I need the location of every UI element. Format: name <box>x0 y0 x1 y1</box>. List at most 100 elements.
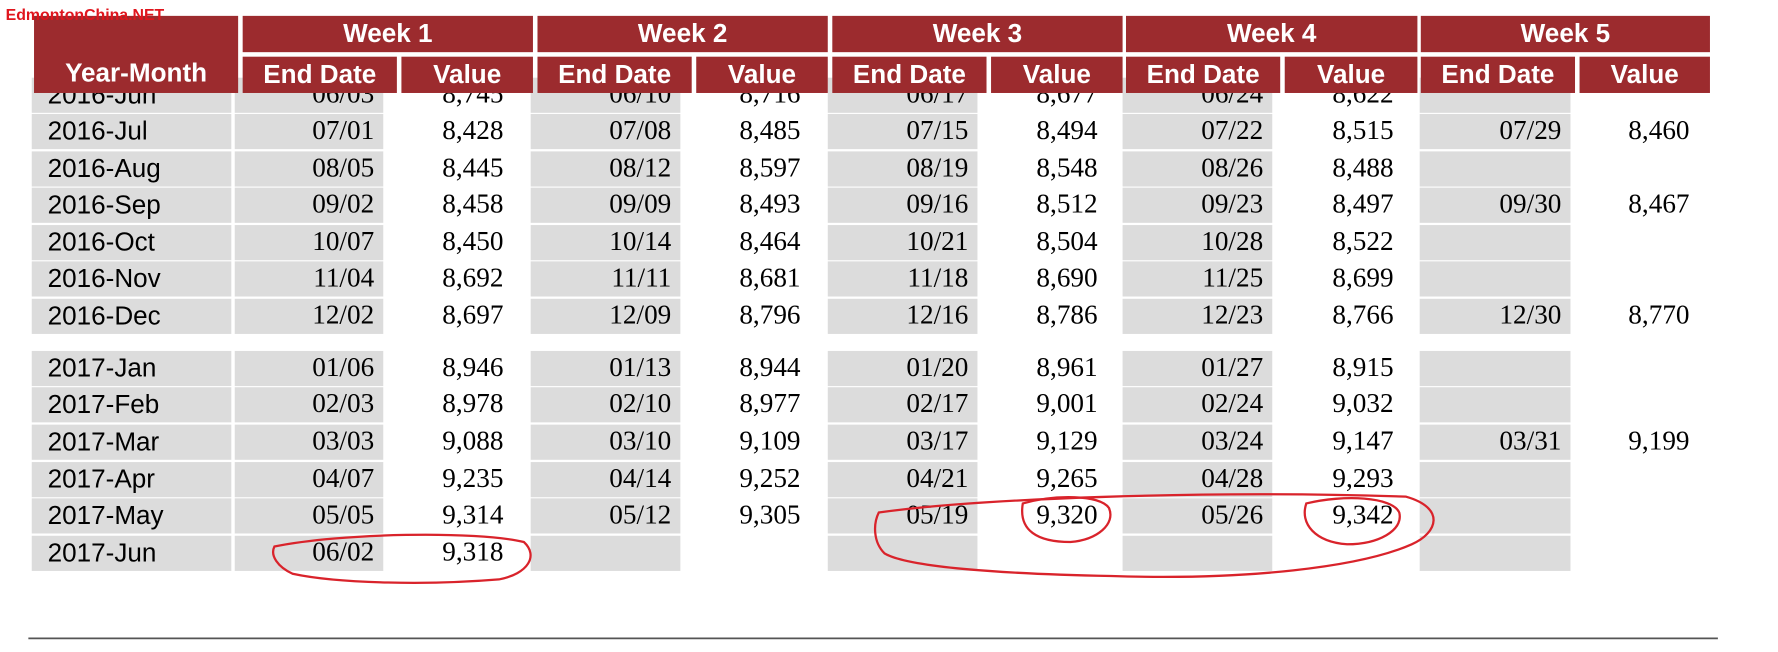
row-cell-bg <box>1419 387 1571 423</box>
row-cell-bg <box>1419 187 1571 223</box>
header-bg <box>0 0 1778 15</box>
value-cell: 8,770 <box>1628 300 1689 330</box>
end-date-cell: 02/10 <box>609 388 671 418</box>
end-date-cell: 07/01 <box>312 115 374 145</box>
end-date-cell: 07/22 <box>1201 115 1263 145</box>
end-date-cell: 01/20 <box>906 352 968 382</box>
value-cell: 8,692 <box>442 262 503 292</box>
row-cell-bg <box>31 187 232 223</box>
end-date-cell: 05/26 <box>1201 499 1263 529</box>
end-date-cell: 09/30 <box>1499 189 1561 219</box>
row-cell-bg <box>31 498 232 534</box>
month-cell: 2016-Nov <box>48 263 161 293</box>
month-cell: 2017-Jun <box>48 537 157 567</box>
end-date-cell: 12/23 <box>1201 300 1263 330</box>
row-cell-bg <box>234 350 384 387</box>
header-cell <box>1420 15 1710 53</box>
annotations <box>272 493 1435 584</box>
row-cell-bg <box>234 187 384 223</box>
header-end-date: End Date <box>263 59 376 89</box>
row-cell-bg <box>234 225 384 261</box>
value-cell: 8,493 <box>739 189 800 219</box>
row-cell-bg <box>31 424 232 460</box>
value-cell: 8,766 <box>1332 300 1393 330</box>
header-value: Value <box>433 59 501 89</box>
header-week: Week 3 <box>933 18 1022 48</box>
month-cell: 2017-May <box>48 500 164 530</box>
header-value: Value <box>1611 59 1679 89</box>
header-cell <box>242 15 533 53</box>
header-year-month: Year-Month <box>65 58 207 88</box>
row-cell-bg <box>827 225 978 261</box>
value-cell: 8,915 <box>1332 352 1393 382</box>
row-cell-bg <box>827 462 978 498</box>
value-cell: 9,265 <box>1036 463 1097 493</box>
end-date-cell: 02/17 <box>906 388 968 418</box>
row-cell-bg <box>1122 387 1273 423</box>
row-cell-bg <box>530 535 681 571</box>
end-date-cell: 09/09 <box>609 189 671 219</box>
end-date-cell: 11/25 <box>1202 262 1263 292</box>
end-date-cell: 03/10 <box>609 426 671 456</box>
end-date-cell: 10/07 <box>312 226 374 256</box>
value-cell: 9,199 <box>1628 426 1689 456</box>
row-cell-bg <box>31 261 232 297</box>
value-cell: 8,485 <box>739 115 800 145</box>
end-date-cell: 10/14 <box>609 226 671 256</box>
value-cell: 8,445 <box>442 152 503 182</box>
end-date-cell: 03/17 <box>906 426 968 456</box>
end-date-cell: 04/28 <box>1201 463 1263 493</box>
row-cell-bg <box>827 151 978 187</box>
end-date-cell: 09/16 <box>906 189 968 219</box>
end-date-cell: 04/21 <box>906 463 968 493</box>
header-cell <box>1284 56 1418 93</box>
value-cell: 8,464 <box>739 226 801 256</box>
month-cell: 2016-Aug <box>48 153 161 183</box>
row-cell-bg <box>234 387 384 423</box>
watermark: EdmontonChina.NET <box>6 7 165 24</box>
row-cell-bg <box>827 187 978 223</box>
end-date-cell: 02/24 <box>1201 388 1263 418</box>
end-date-cell: 03/31 <box>1499 426 1561 456</box>
end-date-cell: 07/29 <box>1499 115 1561 145</box>
header-value: Value <box>1023 59 1091 89</box>
end-date-cell: 02/03 <box>312 388 374 418</box>
row-cell-bg <box>1122 498 1273 534</box>
value-cell: 8,597 <box>739 152 800 182</box>
row-cell-bg <box>1419 151 1571 187</box>
value-cell: 9,147 <box>1332 426 1393 456</box>
month-cell: 2017-Apr <box>48 464 156 494</box>
row-cell-bg <box>530 498 681 534</box>
row-cell-bg <box>234 462 384 498</box>
row-cell-bg <box>827 113 978 150</box>
row-cell-bg <box>530 187 681 223</box>
value-cell: 8,504 <box>1036 226 1098 256</box>
value-cell: 8,978 <box>442 388 503 418</box>
end-date-cell: 11/18 <box>907 262 968 292</box>
row-cell-bg <box>31 298 232 334</box>
row-cell-bg <box>1419 535 1571 571</box>
month-cell: 2016-Oct <box>48 227 156 257</box>
end-date-cell: 10/28 <box>1201 226 1263 256</box>
row-cell-bg <box>31 387 232 423</box>
header-week: Week 1 <box>343 18 432 48</box>
end-date-cell: 07/15 <box>906 115 968 145</box>
value-cell: 8,428 <box>442 115 503 145</box>
value-cell: 9,318 <box>442 537 503 567</box>
row-cell-bg <box>530 462 681 498</box>
value-cell: 9,129 <box>1036 426 1097 456</box>
value-cell: 8,488 <box>1332 152 1393 182</box>
row-cell-bg <box>31 350 232 387</box>
row-cell-bg <box>827 350 978 387</box>
row-cell-bg <box>234 151 384 187</box>
header-week: Week 2 <box>638 18 727 48</box>
row-cell-bg <box>1122 113 1273 150</box>
header-cell <box>1125 15 1418 53</box>
value-cell: 8,796 <box>739 300 800 330</box>
end-date-cell: 01/13 <box>609 352 671 382</box>
end-date-cell: 08/26 <box>1201 152 1263 182</box>
row-cell-bg <box>1419 298 1571 334</box>
row-cell-bg <box>827 424 978 460</box>
